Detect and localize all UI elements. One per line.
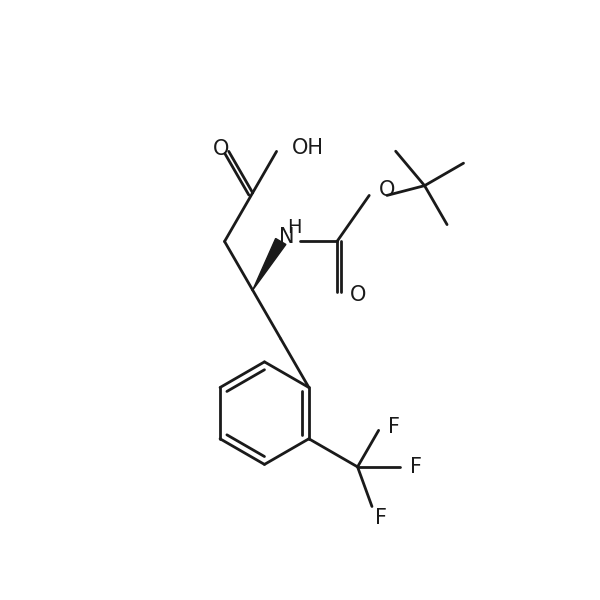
Text: H: H <box>287 218 302 237</box>
Text: F: F <box>388 418 400 437</box>
Text: O: O <box>213 139 229 160</box>
Text: O: O <box>350 285 366 305</box>
Text: O: O <box>379 181 395 200</box>
Text: N: N <box>279 227 295 247</box>
Text: OH: OH <box>292 139 325 158</box>
Text: F: F <box>375 508 387 529</box>
Polygon shape <box>253 239 286 290</box>
Text: F: F <box>410 457 422 477</box>
